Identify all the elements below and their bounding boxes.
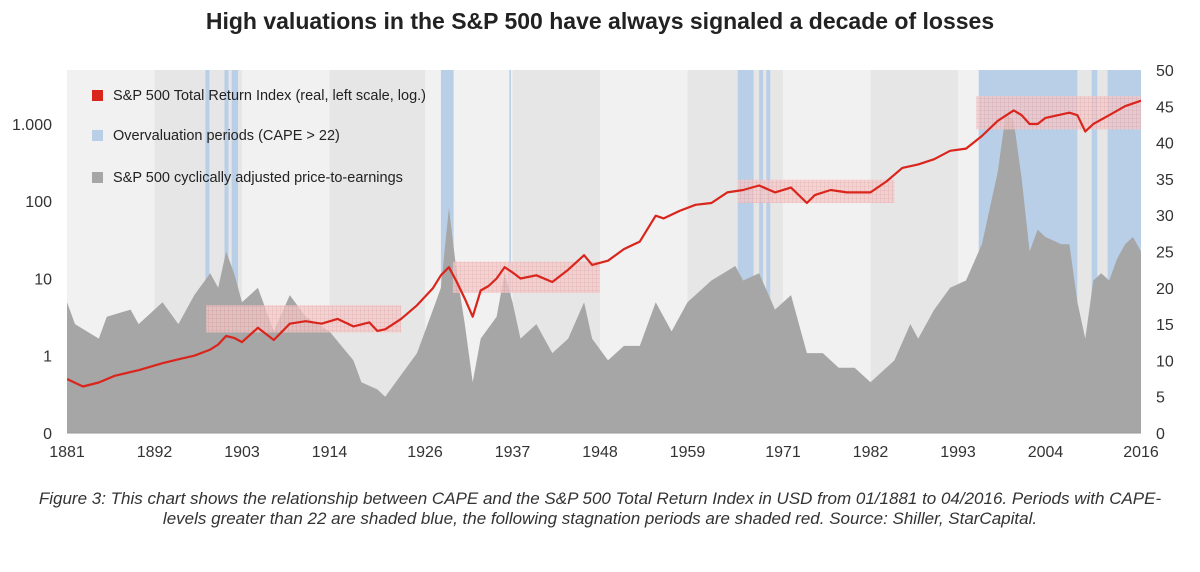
right-tick-label-6: 30: [1156, 208, 1174, 225]
legend-label-overvaluation: Overvaluation periods (CAPE > 22): [113, 128, 340, 144]
right-tick-label-3: 15: [1156, 317, 1174, 334]
overvaluation-period-1: [224, 70, 229, 433]
left-tick-label-3: 1: [43, 349, 52, 366]
right-axis: 0 5 10 15 20 25 30 35 40 45 50: [1156, 63, 1174, 443]
overvaluation-period-7: [766, 70, 771, 433]
price-line: [67, 99, 1141, 388]
x-tick-label-12: 2016: [1123, 444, 1159, 461]
overvaluation-period-2: [231, 70, 239, 433]
left-tick-label-2: 10: [34, 271, 52, 288]
legend-swatch-cape: [92, 172, 103, 183]
right-tick-label-10: 50: [1156, 63, 1174, 80]
legend-label-price: S&P 500 Total Return Index (real, left s…: [113, 88, 426, 104]
legend-swatch-overvaluation: [92, 130, 103, 141]
right-tick-label-5: 25: [1156, 245, 1174, 262]
x-tick-label-8: 1971: [765, 444, 801, 461]
x-tick-label-0: 1881: [49, 444, 85, 461]
left-tick-label-1: 100: [25, 194, 52, 211]
right-tick-label-7: 35: [1156, 172, 1174, 189]
price-line-series: [67, 99, 1141, 388]
overvaluation-period-6: [759, 70, 764, 433]
x-tick-label-9: 1982: [853, 444, 889, 461]
legend-swatch-price: [92, 90, 103, 101]
cape-area: [67, 113, 1141, 433]
right-tick-label-2: 10: [1156, 353, 1174, 370]
overvaluation-period-4: [509, 70, 511, 433]
stagnation-period-3: [976, 96, 1141, 130]
legend-label-cape: S&P 500 cyclically adjusted price-to-ear…: [113, 170, 403, 186]
x-tick-label-11: 2004: [1028, 444, 1064, 461]
right-tick-label-4: 20: [1156, 281, 1174, 298]
legend: S&P 500 Total Return Index (real, left s…: [92, 88, 426, 186]
stagnation-period-0: [206, 305, 402, 333]
x-tick-label-1: 1892: [137, 444, 173, 461]
figure-caption: Figure 3: This chart shows the relations…: [38, 489, 1162, 528]
chart-title: High valuations in the S&P 500 have alwa…: [205, 8, 995, 34]
x-tick-label-4: 1926: [407, 444, 443, 461]
x-tick-label-3: 1914: [312, 444, 348, 461]
right-tick-label-1: 5: [1156, 390, 1165, 407]
overvaluation-period-0: [205, 70, 210, 433]
stagnation-period-2: [737, 179, 895, 203]
left-tick-label-4: 0: [43, 426, 52, 443]
right-tick-label-9: 45: [1156, 99, 1174, 116]
x-tick-label-10: 1993: [940, 444, 976, 461]
x-tick-label-7: 1959: [670, 444, 706, 461]
x-axis: 1881 1892 1903 1914 1926 1937 1948 1959 1971 1982…: [49, 432, 1159, 461]
cape-area-series: [67, 113, 1141, 433]
x-tick-label-5: 1937: [495, 444, 531, 461]
x-tick-label-6: 1948: [582, 444, 618, 461]
right-tick-label-0: 0: [1156, 426, 1165, 443]
left-tick-label-0: 1.000: [12, 117, 52, 134]
right-tick-label-8: 40: [1156, 136, 1174, 153]
x-tick-label-2: 1903: [224, 444, 260, 461]
overvaluation-period-9: [1091, 70, 1098, 433]
